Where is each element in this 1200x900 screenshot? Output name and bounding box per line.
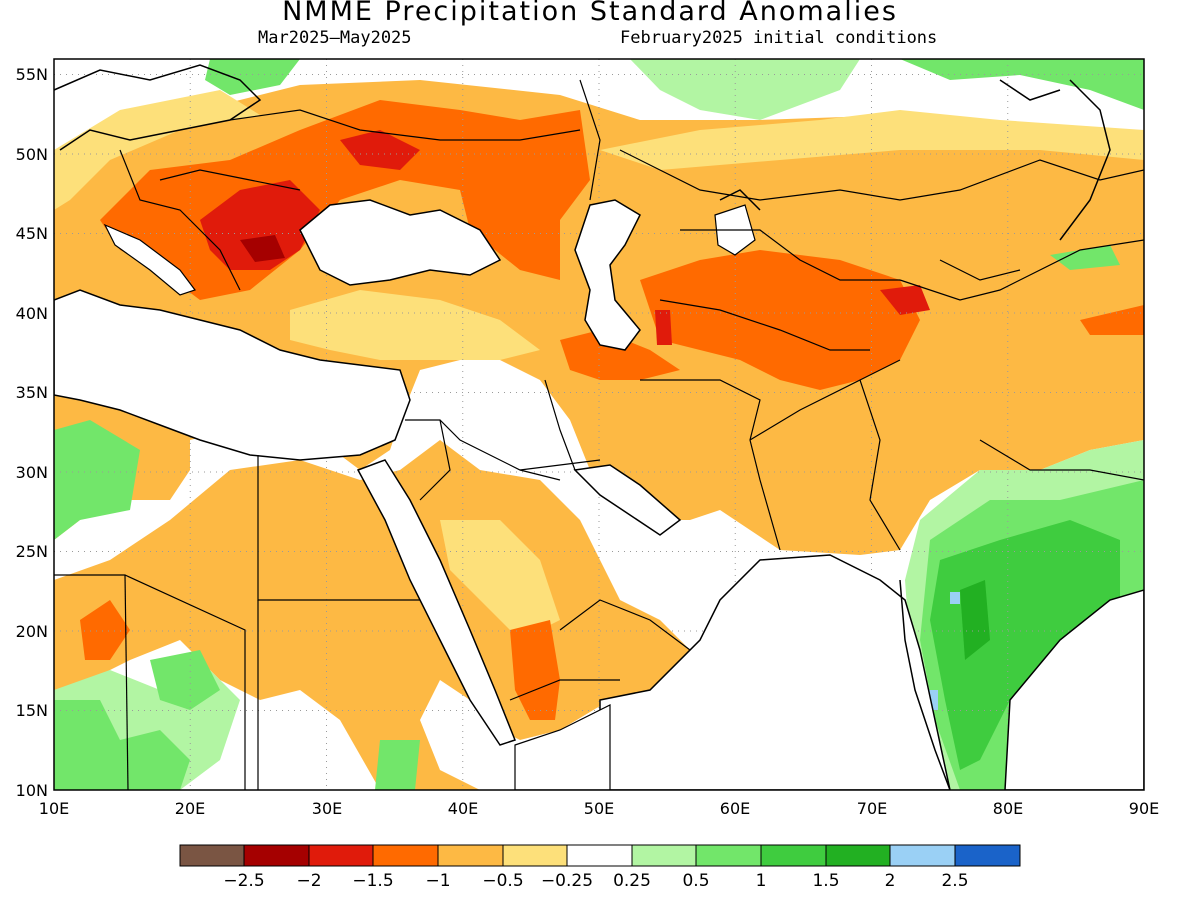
colorbar-swatch-2 xyxy=(243,844,310,867)
lat-label-50N: 50N xyxy=(16,145,48,164)
latitude-labels: 10N 15N 20N 25N 30N 35N 40N 45N 50N 55N xyxy=(16,65,48,800)
initial-conditions: February2025 initial conditions xyxy=(620,28,938,48)
lat-label-10N: 10N xyxy=(16,781,48,800)
wet-blue-spot xyxy=(950,592,960,604)
adriatic-sea xyxy=(103,223,196,296)
lon-label-40E: 40E xyxy=(448,799,478,818)
colorbar-swatch-13 xyxy=(954,844,1021,867)
colorbar-label-12: 2.5 xyxy=(941,871,968,891)
longitude-labels: 10E 20E 30E 40E 50E 60E 70E 80E 90E xyxy=(39,799,1159,818)
lon-label-30E: 30E xyxy=(312,799,342,818)
colorbar-swatch-7 xyxy=(566,844,633,867)
lon-label-50E: 50E xyxy=(584,799,614,818)
wet-region-india-strong xyxy=(930,520,1120,770)
wet-region-north xyxy=(205,59,300,95)
colorbar-swatch-3 xyxy=(308,844,374,867)
lon-label-20E: 20E xyxy=(175,799,205,818)
colorbar-label-4: −1 xyxy=(425,871,450,891)
lat-label-55N: 55N xyxy=(16,65,48,84)
moderate-dry-iran xyxy=(560,330,680,380)
black-sea xyxy=(299,199,502,286)
strong-dry-balkans xyxy=(200,180,320,270)
colorbar-label-2: −2 xyxy=(296,871,321,891)
lat-label-35N: 35N xyxy=(16,383,48,402)
colorbar-swatch-1 xyxy=(179,844,245,867)
persian-gulf xyxy=(573,464,682,536)
lat-label-30N: 30N xyxy=(16,463,48,482)
colorbar-swatch-10 xyxy=(760,844,827,867)
colorbar-label-10: 1.5 xyxy=(812,871,839,891)
colorbar-swatch-12 xyxy=(889,844,956,867)
strong-dry-ukraine xyxy=(340,130,420,170)
map-title: NMME Precipitation Standard Anomalies xyxy=(282,0,898,27)
colorbar-label-6: −0.25 xyxy=(541,871,593,891)
forecast-period: Mar2025–May2025 xyxy=(258,28,412,48)
colorbar-label-11: 2 xyxy=(885,871,896,891)
colorbar-label-5: −0.5 xyxy=(482,871,523,891)
wet-region-africa-west-strong xyxy=(54,700,190,790)
very-strong-dry-romania xyxy=(240,235,285,262)
colorbar-swatch-11 xyxy=(825,844,891,867)
colorbar: −2.5 −2 −1.5 −1 −0.5 −0.25 0.25 0.5 1 1.… xyxy=(179,844,1021,891)
lat-label-25N: 25N xyxy=(16,542,48,561)
red-sea xyxy=(356,459,516,746)
weak-dry-band-north xyxy=(54,90,260,210)
wet-region-east xyxy=(1050,245,1120,270)
colorbar-label-7: 0.25 xyxy=(613,871,651,891)
lon-label-90E: 90E xyxy=(1129,799,1159,818)
wet-region-north-3 xyxy=(900,59,1144,110)
country-borders xyxy=(54,79,1144,790)
caspian-sea xyxy=(574,199,641,351)
anomaly-field xyxy=(54,59,1144,790)
colorbar-swatch-4 xyxy=(372,844,439,867)
wet-region-libya xyxy=(54,420,140,540)
colorbar-swatch-8 xyxy=(631,844,697,867)
gulf-of-aden xyxy=(514,704,611,790)
moderate-dry-central-asia xyxy=(640,250,920,390)
wet-region-india-strongest xyxy=(960,580,990,660)
strong-dry-caspian xyxy=(655,310,672,345)
lat-label-15N: 15N xyxy=(16,701,48,720)
colorbar-label-9: 1 xyxy=(756,871,767,891)
wet-region-ethiopia xyxy=(375,740,420,790)
lon-label-60E: 60E xyxy=(720,799,750,818)
colorbar-label-8: 0.5 xyxy=(682,871,709,891)
weak-dry-band-arabia xyxy=(440,520,560,640)
colorbar-swatch-6 xyxy=(502,844,568,867)
wet-region-africa-center xyxy=(150,650,220,710)
lat-label-40N: 40N xyxy=(16,304,48,323)
lat-label-45N: 45N xyxy=(16,224,48,243)
bay-of-bengal xyxy=(1004,589,1144,790)
map-frame xyxy=(53,58,1145,791)
colorbar-label-3: −1.5 xyxy=(352,871,393,891)
wet-region-north-2 xyxy=(630,59,860,120)
mediterranean-sea xyxy=(54,289,411,461)
moderate-dry-africa xyxy=(80,600,130,660)
colorbar-swatch-5 xyxy=(437,844,504,867)
arabian-sea xyxy=(599,554,951,790)
weak-dry-band-mediterranean xyxy=(290,290,540,360)
colorbar-label-1: −2.5 xyxy=(223,871,264,891)
lon-label-10E: 10E xyxy=(39,799,69,818)
colorbar-swatch-9 xyxy=(695,844,762,867)
strong-dry-central-asia xyxy=(880,285,930,315)
coastlines xyxy=(54,64,1111,790)
lat-label-20N: 20N xyxy=(16,622,48,641)
lon-label-80E: 80E xyxy=(993,799,1023,818)
lon-label-70E: 70E xyxy=(857,799,887,818)
